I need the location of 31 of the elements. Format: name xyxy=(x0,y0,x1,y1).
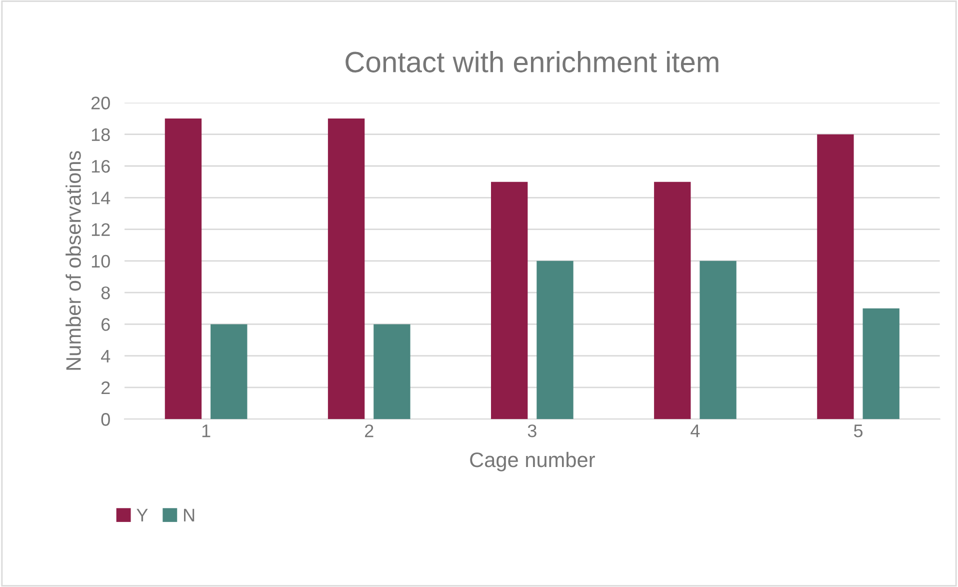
x-tick-label: 5 xyxy=(854,424,863,438)
bar xyxy=(536,260,574,420)
y-tick-label: 0 xyxy=(101,413,110,426)
bar xyxy=(164,118,202,420)
bar xyxy=(817,134,854,420)
x-tick-label: 2 xyxy=(365,424,374,438)
y-tick-label: 14 xyxy=(92,192,110,204)
x-tick-label: 3 xyxy=(528,424,536,438)
y-tick-label: 6 xyxy=(102,318,110,331)
bar xyxy=(210,324,248,420)
chart-title: Contact with enrichment item xyxy=(346,51,718,72)
bar xyxy=(862,308,900,420)
y-tick-label: 2 xyxy=(102,381,110,394)
y-tick-label: 8 xyxy=(101,286,110,300)
legend-label: Y xyxy=(136,508,148,522)
bar xyxy=(654,182,691,420)
y-tick-label: 4 xyxy=(101,350,110,362)
y-axis-title: Number of observations xyxy=(66,151,81,370)
x-tick-label: 1 xyxy=(202,424,210,438)
x-axis-title: Cage number xyxy=(470,452,595,472)
y-tick-label: 12 xyxy=(92,223,110,236)
bar xyxy=(374,324,410,420)
y-tick-label: 16 xyxy=(92,160,110,173)
x-tick-label: 4 xyxy=(690,424,700,438)
y-tick-label: 10 xyxy=(92,254,110,268)
bar xyxy=(328,118,365,420)
legend-label: N xyxy=(184,508,194,522)
bar xyxy=(700,260,736,420)
y-tick-label: 20 xyxy=(91,96,110,110)
bar xyxy=(491,182,528,420)
y-tick-label: 18 xyxy=(92,128,110,142)
